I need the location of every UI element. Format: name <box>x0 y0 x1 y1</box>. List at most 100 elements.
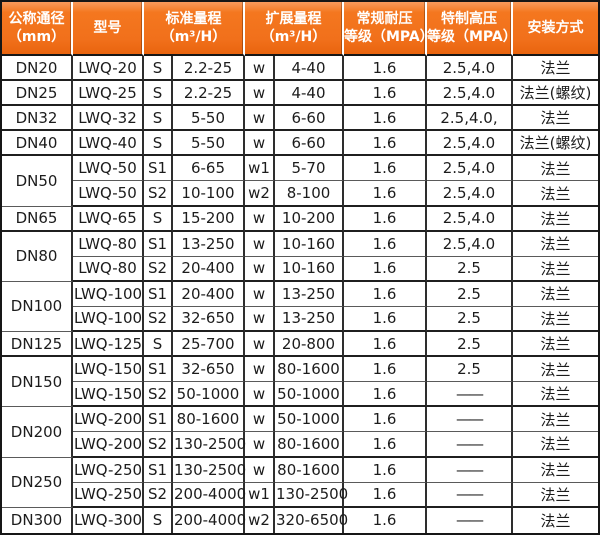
cell-nominal-diameter: DN125 <box>2 332 73 358</box>
cell-installation: 法兰 <box>513 307 598 333</box>
table-row: DN50 LWQ-50 S1 6-65 w1 5-70 1.6 2.5,4.0 法兰 <box>2 156 598 207</box>
cell-normal-pressure: 1.6 <box>344 382 427 408</box>
table-row: DN200 LWQ-200 S1 80-1600 w 50-1000 1.6 —— 法兰 <box>2 407 598 458</box>
cell-range-code-w: w <box>245 432 275 458</box>
cell-nominal-diameter: DN200 <box>2 407 73 458</box>
cell-high-pressure: 2.5,4.0 <box>427 206 513 232</box>
cell-range-code-s: S1 <box>144 156 173 182</box>
cell-installation: 法兰(螺纹) <box>513 81 598 107</box>
cell-extended-range: 10-200 <box>275 206 344 232</box>
cell-extended-range: 20-800 <box>275 332 344 358</box>
cell-installation: 法兰 <box>513 357 598 383</box>
cell-normal-pressure: 1.6 <box>344 206 427 232</box>
cell-nominal-diameter: DN65 <box>2 206 73 232</box>
header-label-unit: （mm） <box>7 29 66 45</box>
cell-standard-range: 200-4000 <box>173 507 246 533</box>
cell-installation: 法兰(螺纹) <box>513 131 598 157</box>
cell-high-pressure: 2.5,4.0 <box>427 81 513 107</box>
cell-extended-range: 8-100 <box>275 181 344 207</box>
table-row: LWQ-200 S2 130-2500 w 80-1600 1.6 —— 法兰 <box>2 432 598 458</box>
cell-range-code-w: w <box>245 231 275 257</box>
header-label-unit: （m³/H） <box>160 29 227 45</box>
cell-nominal-diameter: DN40 <box>2 131 73 157</box>
cell-standard-range: 20-400 <box>173 256 245 282</box>
cell-high-pressure: 2.5,4.0 <box>427 231 513 257</box>
cell-range-code-w: w <box>245 382 275 408</box>
header-label-unit: （m³/H） <box>260 29 327 45</box>
cell-extended-range: 13-250 <box>275 281 344 307</box>
cell-normal-pressure: 1.6 <box>344 332 427 358</box>
cell-range-code-s: S2 <box>144 482 173 508</box>
cell-range-code-w: w <box>245 56 275 82</box>
table-body: DN20 LWQ-20 S 2.2-25 w 4-40 1.6 2.5,4.0 法兰 DN25 LW… <box>2 56 598 533</box>
cell-normal-pressure: 1.6 <box>344 407 427 433</box>
header-normal-pressure: 常规耐压 等级（MPA） <box>344 2 434 56</box>
cell-installation: 法兰 <box>513 458 598 483</box>
cell-range-code-s: S <box>144 131 173 157</box>
cell-model: LWQ-300 <box>73 507 144 533</box>
cell-normal-pressure: 1.6 <box>344 281 427 307</box>
cell-range-code-s: S1 <box>144 407 173 433</box>
cell-model: LWQ-200 <box>73 432 144 458</box>
cell-range-code-s: S1 <box>144 357 173 383</box>
cell-model: LWQ-250 <box>73 482 144 508</box>
header-label: 常规耐压 <box>356 10 413 27</box>
table-row: DN32 LWQ-32 S 5-50 w 6-60 1.6 2.5,4.0, 法兰 <box>2 106 598 132</box>
header-label: 标准量程 <box>165 10 222 27</box>
cell-standard-range: 15-200 <box>173 206 245 232</box>
cell-normal-pressure: 1.6 <box>344 306 427 333</box>
header-standard-range: 标准量程 （m³/H） <box>144 2 245 56</box>
cell-standard-range: 32-650 <box>173 357 245 383</box>
cell-installation: 法兰 <box>513 106 598 132</box>
cell-normal-pressure: 1.6 <box>344 357 427 383</box>
cell-installation: 法兰 <box>513 257 598 282</box>
cell-high-pressure: —— <box>427 382 513 408</box>
table-row: DN150 LWQ-150 S1 32-650 w 80-1600 1.6 2.5 法兰 <box>2 357 598 408</box>
cell-high-pressure: 2.5,4.0 <box>427 56 513 82</box>
cell-nominal-diameter: DN300 <box>2 507 73 533</box>
header-row: 公称通径 （mm） 型号 标准量程 （m³/H） 扩展量程 （m³/H） 常规耐… <box>2 2 598 56</box>
cell-normal-pressure: 1.6 <box>344 156 427 182</box>
cell-range-code-w: w1 <box>245 156 275 182</box>
cell-model: LWQ-80 <box>73 231 144 257</box>
cell-normal-pressure: 1.6 <box>344 231 427 257</box>
cell-normal-pressure: 1.6 <box>344 256 427 282</box>
cell-nominal-diameter: DN150 <box>2 357 73 408</box>
cell-model: LWQ-25 <box>73 81 144 107</box>
cell-high-pressure: 2.5,4.0, <box>427 106 513 132</box>
cell-installation: 法兰 <box>513 282 598 307</box>
header-installation: 安装方式 <box>513 2 598 56</box>
cell-range-code-w: w <box>245 256 275 282</box>
cell-model: LWQ-100 <box>73 306 144 333</box>
cell-nominal-diameter: DN100 <box>2 281 73 333</box>
table-row: DN25 LWQ-25 S 2.2-25 w 4-40 1.6 2.5,4.0 法兰(螺纹) <box>2 81 598 107</box>
cell-extended-range: 6-60 <box>275 131 344 157</box>
cell-extended-range: 4-40 <box>275 81 344 107</box>
cell-extended-range: 130-2500 <box>275 482 348 508</box>
header-label-unit: 等级（MPA） <box>427 29 517 45</box>
table-row: LWQ-250 S2 200-4000 w1 130-2500 1.6 —— 法兰 <box>2 482 598 508</box>
cell-extended-range: 50-1000 <box>275 382 344 408</box>
cell-range-code-s: S1 <box>144 281 173 307</box>
cell-standard-range: 200-4000 <box>173 482 246 508</box>
cell-standard-range: 25-700 <box>173 332 245 358</box>
cell-extended-range: 10-160 <box>275 256 344 282</box>
table-row: LWQ-80 S2 20-400 w 10-160 1.6 2.5 法兰 <box>2 256 598 282</box>
cell-extended-range: 320-6500 <box>275 507 348 533</box>
cell-range-code-w: w <box>245 106 275 132</box>
cell-model: LWQ-125 <box>73 332 144 358</box>
cell-nominal-diameter: DN32 <box>2 106 73 132</box>
cell-installation: 法兰 <box>540 511 571 530</box>
cell-range-code-w: w <box>245 306 275 333</box>
cell-model: LWQ-32 <box>73 106 144 132</box>
cell-installation: 法兰 <box>513 207 598 232</box>
cell-extended-range: 13-250 <box>275 306 344 333</box>
cell-range-code-w: w <box>245 357 275 383</box>
table-row: DN20 LWQ-20 S 2.2-25 w 4-40 1.6 2.5,4.0 法兰 <box>2 56 598 82</box>
cell-range-code-w: w1 <box>245 482 275 508</box>
cell-high-pressure: 2.5 <box>427 256 513 282</box>
cell-model: LWQ-100 <box>73 281 144 307</box>
cell-installation: 法兰 <box>513 332 598 358</box>
cell-range-code-s: S2 <box>144 306 173 333</box>
cell-high-pressure: —— <box>427 407 513 433</box>
